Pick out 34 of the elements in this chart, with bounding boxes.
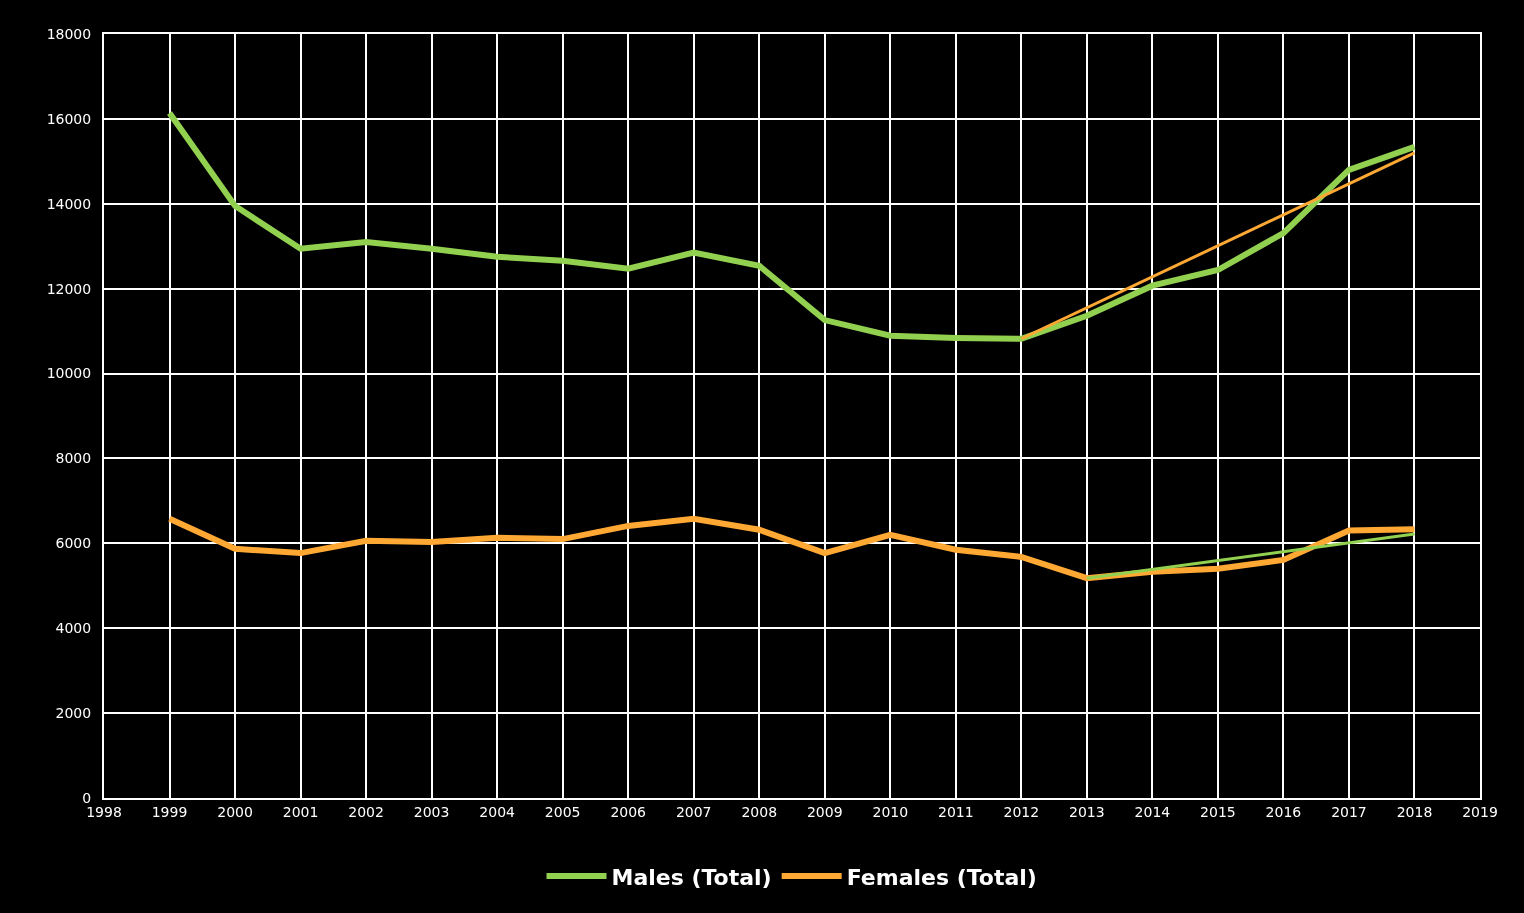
- y-tick-label: 14000: [46, 195, 92, 212]
- x-tick-label: 2016: [1265, 803, 1302, 820]
- x-tick-label: 2000: [217, 803, 253, 820]
- legend-label: Males (Total): [611, 864, 772, 890]
- x-tick-label: 1999: [151, 803, 188, 820]
- x-tick-label: 2014: [1134, 803, 1171, 820]
- x-tick-label: 2011: [937, 803, 974, 820]
- x-tick-label: 2005: [544, 803, 581, 820]
- x-tick-label: 2013: [1069, 803, 1105, 820]
- x-tick-label: 2001: [282, 803, 319, 820]
- y-tick-label: 4000: [55, 620, 92, 637]
- y-tick-label: 18000: [46, 25, 92, 42]
- y-tick-label: 6000: [55, 535, 92, 552]
- y-tick-label: 8000: [55, 450, 92, 467]
- x-tick-label: 2004: [479, 803, 516, 820]
- y-tick-label: 0: [82, 789, 92, 806]
- y-tick-label: 12000: [46, 280, 92, 297]
- x-tick-label: 2015: [1200, 803, 1236, 820]
- x-tick-label: 2017: [1331, 803, 1367, 820]
- x-tick-label: 2006: [610, 803, 647, 820]
- x-tick-label: 2019: [1462, 803, 1498, 820]
- x-tick-label: 2010: [872, 803, 909, 820]
- x-tick-label: 2003: [413, 803, 450, 820]
- y-tick-label: 2000: [55, 705, 92, 722]
- x-tick-label: 1998: [86, 803, 122, 820]
- x-tick-label: 2007: [675, 803, 712, 820]
- x-tick-label: 2012: [1003, 803, 1040, 820]
- x-tick-label: 2009: [806, 803, 843, 820]
- y-tick-label: 10000: [46, 365, 92, 382]
- x-tick-label: 2008: [741, 803, 778, 820]
- legend-label: Females (Total): [846, 864, 1037, 890]
- y-tick-label: 16000: [46, 110, 92, 127]
- x-tick-label: 2002: [348, 803, 384, 820]
- x-tick-label: 2018: [1396, 803, 1433, 820]
